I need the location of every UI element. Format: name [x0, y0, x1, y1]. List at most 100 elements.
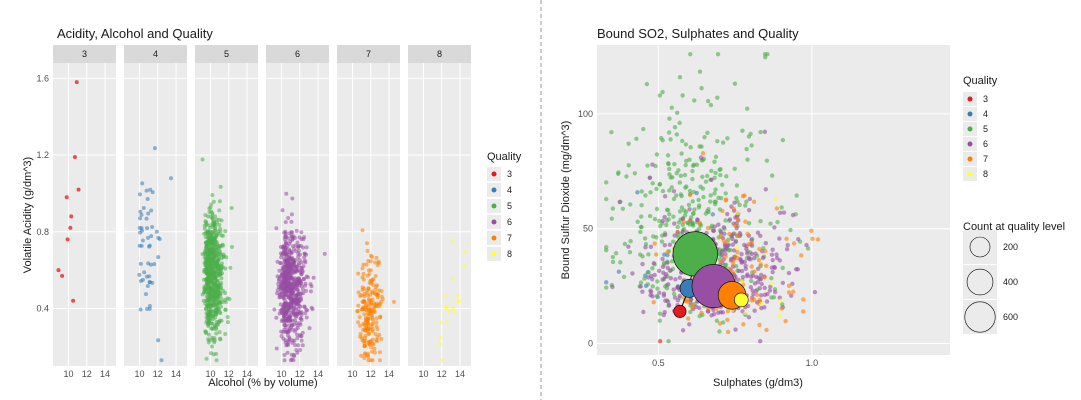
sample-point-q5 — [688, 51, 693, 57]
legend-label-q6: 6 — [983, 139, 988, 149]
facet-panel-4 — [124, 63, 187, 366]
right-plot-panel — [597, 45, 950, 355]
data-point-q6 — [287, 241, 292, 246]
data-point-q6 — [284, 252, 289, 257]
sample-point-q6 — [727, 217, 733, 222]
sample-point-q6 — [643, 245, 648, 250]
data-point-q5 — [211, 231, 216, 236]
data-point-q6 — [272, 307, 277, 312]
data-point-q4 — [139, 212, 144, 217]
sample-point-q5 — [713, 170, 718, 176]
sample-point-q5 — [690, 199, 695, 204]
data-point-q4 — [152, 262, 157, 267]
legend-key-q5 — [967, 126, 973, 132]
data-point-q4 — [147, 244, 152, 249]
x-tick-label: 12 — [224, 369, 234, 379]
data-point-q7 — [368, 308, 373, 313]
sample-point-q6 — [746, 207, 752, 213]
data-point-q5 — [214, 233, 219, 238]
sample-point-q6 — [758, 293, 764, 298]
sample-point-q7 — [690, 305, 695, 311]
sample-point-q6 — [672, 295, 678, 300]
data-point-q6 — [282, 236, 287, 241]
sample-point-q7 — [758, 262, 764, 267]
data-point-q5 — [210, 327, 215, 332]
sample-point-q7 — [786, 290, 792, 295]
data-point-q6 — [275, 259, 280, 264]
data-point-q4 — [138, 209, 143, 214]
data-point-q7 — [360, 266, 365, 271]
sample-point-q5 — [657, 182, 662, 187]
data-point-q5 — [216, 264, 221, 269]
sample-point-q7 — [779, 306, 784, 311]
sample-point-q5 — [642, 276, 647, 281]
data-point-q5 — [214, 358, 219, 363]
sample-point-q6 — [665, 265, 670, 270]
sample-point-q5 — [780, 137, 786, 143]
data-point-q6 — [281, 262, 286, 267]
sample-point-q5 — [642, 236, 648, 241]
sample-point-q5 — [639, 214, 644, 219]
data-point-q4 — [139, 228, 144, 233]
sample-point-q5 — [708, 193, 713, 198]
data-point-q6 — [294, 269, 299, 274]
data-point-q6 — [305, 275, 310, 280]
y-tick-label: 0 — [588, 339, 593, 349]
data-point-q5 — [213, 297, 218, 302]
sample-point-q5 — [661, 260, 667, 266]
sample-point-q7 — [741, 322, 746, 327]
sample-point-q5 — [715, 138, 720, 144]
data-point-q7 — [358, 323, 363, 328]
sample-point-q7 — [762, 248, 768, 254]
facet-strip-5 — [195, 45, 258, 63]
sample-point-q6 — [790, 212, 796, 218]
right-y-axis-title: Bound Sulfur Dioxide (mg/dm^3) — [560, 121, 572, 280]
sample-point-q7 — [725, 308, 731, 314]
sample-point-q6 — [657, 268, 662, 274]
sample-point-q5 — [746, 220, 752, 226]
sample-point-q6 — [712, 224, 717, 229]
data-point-q4 — [147, 280, 152, 285]
data-point-q4 — [140, 181, 145, 186]
data-point-q4 — [140, 238, 145, 243]
data-point-q6 — [307, 326, 312, 331]
data-point-q6 — [282, 305, 287, 310]
data-point-q4 — [145, 196, 150, 201]
sample-point-q7 — [754, 292, 760, 297]
data-point-q4 — [137, 243, 142, 248]
data-point-q6 — [284, 277, 289, 282]
legend-key-q3 — [967, 96, 973, 102]
data-point-q6 — [295, 332, 300, 337]
data-point-q6 — [303, 311, 308, 316]
data-point-q8 — [462, 250, 467, 255]
sample-point-q5 — [669, 105, 674, 110]
size-legend-label-200: 200 — [1003, 242, 1018, 252]
legend-key-q3 — [491, 171, 497, 177]
data-point-q6 — [298, 294, 303, 299]
sample-point-q5 — [672, 161, 677, 167]
data-point-q8 — [438, 342, 443, 347]
data-point-q6 — [280, 271, 285, 276]
x-tick-label: 10 — [419, 369, 429, 379]
sample-point-q6 — [753, 251, 758, 256]
data-point-q6 — [295, 240, 300, 245]
sample-point-q5 — [680, 93, 685, 98]
data-point-q3 — [72, 154, 77, 159]
data-point-q7 — [363, 338, 368, 343]
data-point-q5 — [207, 237, 212, 242]
data-point-q6 — [289, 357, 294, 362]
sample-point-q5 — [639, 203, 644, 208]
x-tick-label: 10 — [135, 369, 145, 379]
data-point-q6 — [295, 287, 300, 292]
sample-point-q6 — [735, 277, 741, 283]
right-x-axis-title: Sulphates (g/dm3) — [713, 377, 803, 389]
sample-point-q6 — [675, 298, 681, 303]
sample-point-q5 — [676, 220, 682, 225]
data-point-q5 — [219, 296, 224, 301]
sample-point-q5 — [668, 175, 673, 180]
data-point-q6 — [282, 230, 287, 235]
data-point-q5 — [228, 265, 233, 270]
data-point-q8 — [438, 335, 443, 340]
data-point-q5 — [223, 229, 228, 234]
facet-strip-label-7: 7 — [366, 49, 371, 59]
